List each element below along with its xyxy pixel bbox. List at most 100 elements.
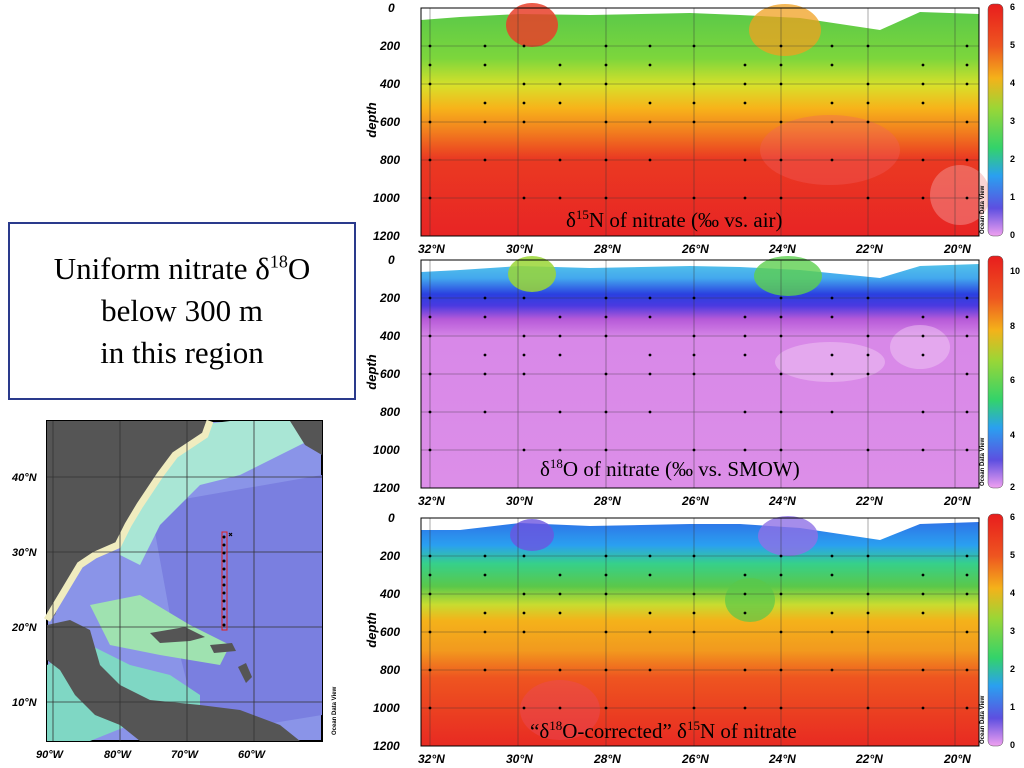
- station-dot: [522, 334, 526, 338]
- station-dot: [604, 120, 608, 124]
- lon-label: 80°W: [104, 749, 133, 761]
- anomaly-hotspot: [510, 519, 554, 551]
- x-tick: 22°N: [855, 752, 883, 766]
- station-dot: [830, 554, 834, 558]
- station-dot: [522, 448, 526, 452]
- y-tick: 1200: [373, 739, 400, 753]
- station-dot: [483, 158, 487, 162]
- sample-stations: [428, 554, 969, 710]
- station-dot: [522, 706, 526, 710]
- station-dot: [648, 120, 652, 124]
- callout-box: Uniform nitrate δ18O below 300 m in this…: [8, 222, 356, 400]
- station-dot: [921, 611, 925, 615]
- lon-label: 70°W: [171, 749, 200, 761]
- station-dot: [921, 573, 925, 577]
- station-dot: [965, 120, 969, 124]
- station-dot: [428, 372, 432, 376]
- station-dot: [692, 630, 696, 634]
- station-dot: [965, 63, 969, 67]
- station-dot: [604, 296, 608, 300]
- panel-title-d18o: δ18O of nitrate (‰ vs. SMOW): [540, 456, 800, 481]
- y-tick: 200: [379, 39, 400, 53]
- station-dot: [558, 63, 562, 67]
- station-dot: [866, 44, 870, 48]
- station-dot: [692, 592, 696, 596]
- station-dot: [866, 554, 870, 558]
- station-dot: [483, 63, 487, 67]
- station-dot: [692, 44, 696, 48]
- station-dot: [743, 334, 747, 338]
- station-dot: [483, 44, 487, 48]
- station-dot: [921, 410, 925, 414]
- station-dot: [648, 315, 652, 319]
- station-dot: [965, 158, 969, 162]
- station-dot: [483, 668, 487, 672]
- station-dot: [921, 158, 925, 162]
- station-dot: [692, 353, 696, 357]
- station-dot: [648, 668, 652, 672]
- station-dot: [648, 410, 652, 414]
- station-dot: [428, 668, 432, 672]
- station-dot: [558, 82, 562, 86]
- station-dot: [866, 592, 870, 596]
- station-dot: [779, 573, 783, 577]
- station-dot: [743, 315, 747, 319]
- station-dot: [779, 120, 783, 124]
- colorbar-tick: 0: [1010, 230, 1015, 240]
- station-dot: [558, 353, 562, 357]
- station-dot: [483, 410, 487, 414]
- station-dot: [830, 372, 834, 376]
- station-dot: [779, 448, 783, 452]
- x-tick: 30°N: [506, 242, 533, 256]
- station-dot: [866, 611, 870, 615]
- station-dot: [692, 82, 696, 86]
- colorbar: [987, 513, 1004, 747]
- station-dot: [522, 44, 526, 48]
- y-tick: 200: [379, 549, 400, 563]
- colorbar: [987, 255, 1004, 489]
- y-tick: 0: [388, 1, 395, 15]
- station-dot: [779, 44, 783, 48]
- station-dot: [779, 706, 783, 710]
- station-dot: [604, 448, 608, 452]
- station-dot: [779, 334, 783, 338]
- colorbar-tick: 6: [1010, 2, 1015, 12]
- station-dot: [921, 706, 925, 710]
- station-dot: [921, 334, 925, 338]
- section-panel-corrected-d15n: 0 200 400 600 800 1000 1200 32°N 30°N 28…: [364, 511, 1015, 766]
- station-dot: [830, 158, 834, 162]
- station-dot: [965, 630, 969, 634]
- y-tick: 1200: [373, 481, 400, 495]
- station-dot: [558, 706, 562, 710]
- x-tick: 32°N: [418, 494, 445, 508]
- anomaly-hotspot: [508, 256, 556, 292]
- station-dot: [779, 158, 783, 162]
- station-dot: [604, 44, 608, 48]
- station-dot: [866, 120, 870, 124]
- station-dot: [830, 573, 834, 577]
- station-dot: [558, 611, 562, 615]
- station-dot: [830, 410, 834, 414]
- station-dot: [483, 101, 487, 105]
- lat-label: 20°N: [11, 622, 38, 634]
- station-dot: [428, 120, 432, 124]
- station-dot: [558, 101, 562, 105]
- station-dot: [604, 668, 608, 672]
- colorbar-tick: 2: [1010, 664, 1015, 674]
- y-tick: 1000: [373, 443, 400, 457]
- station-dot: [558, 315, 562, 319]
- station-dot: [692, 196, 696, 200]
- cruise-track: [221, 531, 228, 631]
- x-tick: 22°N: [855, 242, 883, 256]
- station-dot: [428, 63, 432, 67]
- station-dot: [428, 44, 432, 48]
- x-tick: 30°N: [506, 752, 533, 766]
- station-dot: [604, 315, 608, 319]
- lat-label: 40°N: [11, 472, 38, 484]
- station-dot: [558, 592, 562, 596]
- station-dot: [779, 668, 783, 672]
- lon-label: 60°W: [238, 749, 267, 761]
- station-dot: [965, 706, 969, 710]
- station-dot: [779, 63, 783, 67]
- x-tick: 32°N: [418, 242, 445, 256]
